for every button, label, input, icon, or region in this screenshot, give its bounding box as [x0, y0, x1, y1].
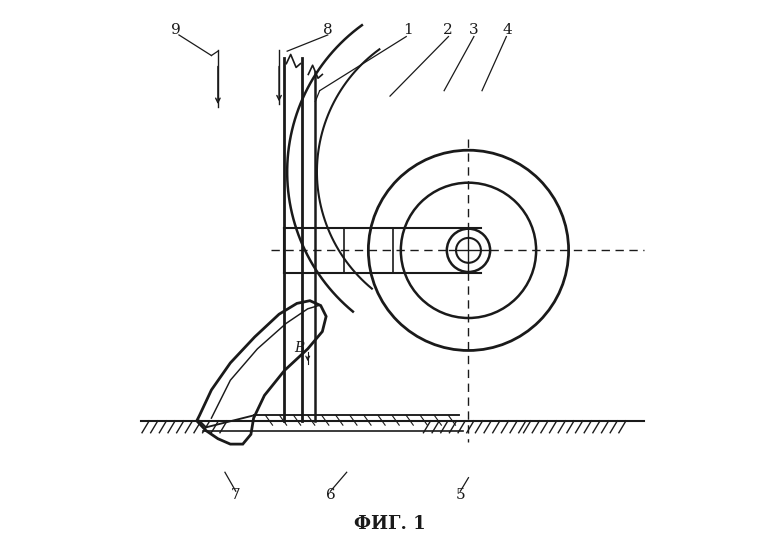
Text: ФИГ. 1: ФИГ. 1: [354, 515, 426, 533]
Text: 3: 3: [469, 22, 478, 36]
Text: 7: 7: [231, 488, 240, 502]
Text: B: B: [294, 341, 304, 355]
Text: 1: 1: [403, 22, 413, 36]
Text: 8: 8: [323, 22, 332, 36]
Text: 9: 9: [172, 22, 181, 36]
Text: 2: 2: [443, 22, 452, 36]
Text: 5: 5: [456, 488, 465, 502]
Text: 6: 6: [325, 488, 335, 502]
Text: 4: 4: [502, 22, 512, 36]
